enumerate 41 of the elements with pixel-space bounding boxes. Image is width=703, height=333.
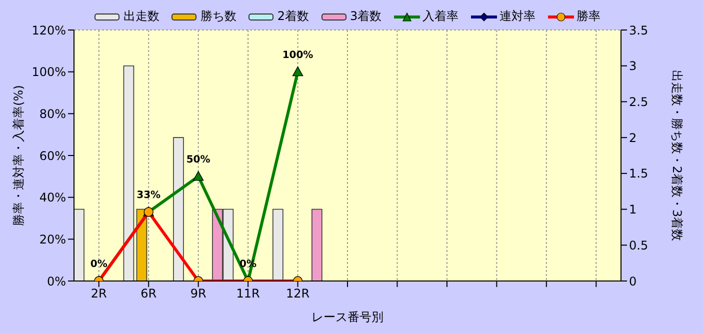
y-axis-title: 勝率・連対率・入着率(%) (11, 85, 26, 226)
bar (74, 208, 84, 281)
x-tick-label: 12R (286, 286, 310, 301)
legend-label: 入着率 (422, 8, 459, 25)
y-tick-label: 120% (32, 23, 66, 38)
legend-label: 2着数 (276, 8, 309, 25)
bar (272, 208, 284, 281)
legend-label: 勝率 (576, 8, 601, 25)
legend-label: 3着数 (349, 8, 382, 25)
bar (123, 65, 134, 281)
x-tick-label: 6R (140, 286, 157, 301)
point (292, 66, 304, 76)
legend-label: 勝ち数 (199, 8, 236, 25)
x-axis-title: レース番号別 (312, 310, 384, 324)
y2-axis-title: 出走数・勝ち数・2着数・3着数 (670, 70, 684, 242)
y2-tick-label: 0.5 (629, 238, 648, 252)
bar (312, 208, 322, 281)
y2-tick-label: 1 (629, 202, 637, 217)
y-tick-label: 80% (39, 106, 66, 121)
data-label: 33% (136, 190, 161, 201)
y2-tick-label: 0 (629, 274, 637, 288)
y2-tick-label: 2.5 (629, 94, 648, 109)
y-tick-label: 0% (46, 274, 66, 288)
x-tick-label: 2R (90, 286, 107, 301)
y2-tick-label: 2 (629, 130, 637, 145)
y2-tick-label: 3.5 (629, 23, 648, 38)
data-label: 0% (90, 259, 108, 270)
y-tick-label: 40% (39, 190, 66, 205)
legend-label: 出走数 (122, 8, 160, 25)
point (192, 171, 204, 181)
bar (173, 137, 184, 281)
x-tick-label: 9R (190, 286, 206, 301)
y-tick-label: 100% (32, 65, 66, 80)
data-label: 50% (186, 154, 210, 166)
y2-tick-label: 3 (629, 59, 637, 74)
data-label: 100% (282, 50, 314, 61)
legend-label: 連対率 (498, 8, 536, 25)
y-tick-label: 60% (39, 148, 66, 163)
x-tick-label: 11R (236, 286, 260, 301)
y-tick-label: 20% (39, 232, 66, 246)
y2-tick-label: 1.5 (629, 166, 648, 181)
